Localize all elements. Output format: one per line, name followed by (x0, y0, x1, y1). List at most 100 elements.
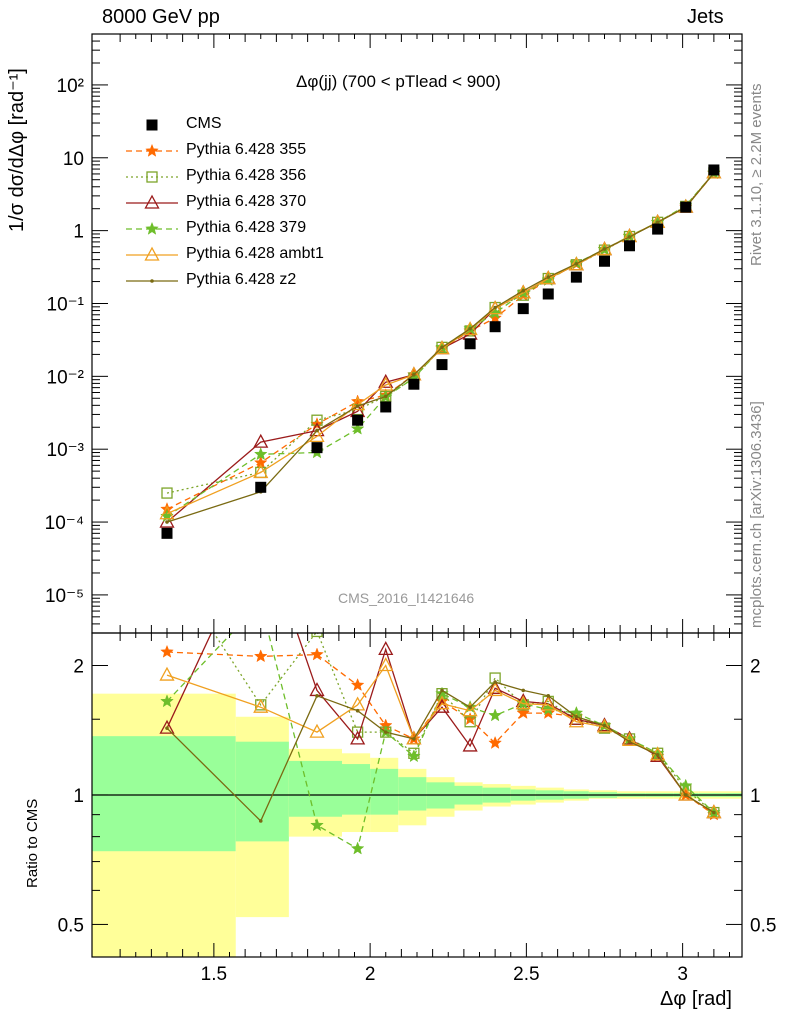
ratio-bands (92, 693, 742, 957)
ratio-point (602, 723, 607, 728)
ratio-point (434, 698, 450, 713)
series-2 (161, 167, 720, 499)
ratio-point (159, 666, 175, 681)
y-tick-label: 10 (63, 149, 84, 170)
y-axis-label: 1/σ dσ/dΔφ [rad⁻¹] (6, 68, 28, 232)
series-point (253, 433, 269, 448)
ratio-point (521, 688, 526, 693)
ratio-y-tick-label: 2 (73, 656, 84, 677)
series-point (159, 505, 175, 520)
ratio-point (407, 749, 421, 763)
legend-label: Pythia 6.428 379 (186, 219, 307, 236)
legend-marker (145, 143, 159, 157)
header-left: 8000 GeV pp (102, 6, 220, 28)
main-series-group (159, 164, 722, 539)
chart-title: Δφ(jj) (700 < pTlead < 900) (296, 72, 501, 91)
series-point (309, 428, 325, 443)
x-ticks: 1.5 2 2.5 3 (119, 34, 730, 985)
ratio-point (378, 641, 394, 656)
ratio-point (574, 714, 579, 719)
series-point (568, 256, 584, 271)
legend-marker (146, 119, 158, 131)
ratio-point (350, 841, 365, 855)
data-series (161, 164, 720, 539)
series-point (440, 345, 444, 350)
ratio-point (540, 696, 556, 711)
ratio-point (253, 698, 269, 713)
ratio-point (309, 723, 325, 738)
series-point (350, 421, 365, 435)
series-point (655, 220, 660, 225)
ratio-point (655, 752, 660, 757)
legend-swatch (126, 246, 178, 261)
legend-label: CMS (186, 115, 222, 132)
ratio-point (515, 695, 531, 710)
ratio-point (434, 695, 450, 710)
y-tick-label: 10² (57, 76, 84, 97)
legend-swatch (126, 143, 178, 157)
data-point (311, 442, 323, 454)
data-point (708, 164, 720, 176)
series-point (253, 447, 268, 461)
ratio-point (627, 739, 632, 744)
ratio-y-tick-label-right: 2 (750, 656, 761, 677)
series-point (521, 288, 526, 293)
series-point (350, 396, 366, 411)
legend-label: Pythia 6.428 370 (186, 193, 307, 210)
side-label-mcplots: mcplots.cern.ch [arXiv:1306.3436] (748, 401, 765, 628)
ratio-point (678, 786, 694, 801)
ratio-point (464, 716, 476, 728)
ratio-point (383, 730, 388, 734)
series-point (574, 262, 579, 266)
x-tick-label: 2.5 (513, 964, 539, 985)
ratio-point (378, 657, 394, 672)
data-point (624, 240, 635, 252)
ratio-point (488, 708, 502, 722)
data-point (408, 378, 420, 390)
ratio-y-axis-label: Ratio to CMS (24, 798, 41, 888)
legend-marker (144, 194, 160, 209)
ratio-point (712, 810, 716, 815)
stat-uncertainty-band (342, 764, 371, 815)
series-point (253, 464, 269, 479)
ratio-point (258, 819, 263, 823)
data-point (652, 223, 664, 235)
x-tick-label: 1.5 (201, 964, 227, 985)
legend-label: Pythia 6.428 z2 (186, 271, 297, 288)
series-point (602, 247, 607, 251)
data-point (489, 321, 501, 333)
data-point (570, 271, 582, 283)
y-ticks: 10⁻⁵ 10⁻⁴ 10⁻³ 10⁻² 10⁻¹ 1 10 10² (45, 33, 742, 634)
series-point (315, 428, 319, 433)
data-point (436, 359, 448, 371)
ratio-point (162, 556, 172, 566)
legend-swatch (126, 221, 178, 235)
ratio-point (487, 679, 503, 694)
stat-uncertainty-band (235, 741, 289, 842)
series-point (493, 305, 497, 310)
ratio-point (706, 804, 722, 819)
series-point (165, 520, 169, 524)
data-point (380, 401, 392, 413)
y-tick-label: 1 (73, 222, 84, 243)
ratio-point (350, 730, 366, 745)
y-tick-label: 10⁻¹ (47, 294, 85, 315)
ratio-point (468, 705, 472, 709)
ratio-point (310, 647, 324, 661)
ratio-point (493, 680, 497, 684)
ratio-point (462, 702, 478, 717)
y-tick-label: 10⁻² (47, 367, 85, 388)
ratio-point (315, 694, 319, 698)
series-point (596, 241, 613, 256)
series-point (541, 272, 556, 286)
series-point (546, 275, 551, 279)
legend-label: Pythia 6.428 356 (186, 167, 307, 184)
ratio-point (462, 737, 478, 752)
ratio-point (311, 633, 323, 638)
stat-uncertainty-band (92, 736, 236, 852)
x-tick-label: 3 (677, 964, 688, 985)
ratio-point (165, 726, 169, 730)
ratio-y-tick-label-right: 0.5 (750, 915, 776, 936)
data-point (542, 288, 554, 300)
